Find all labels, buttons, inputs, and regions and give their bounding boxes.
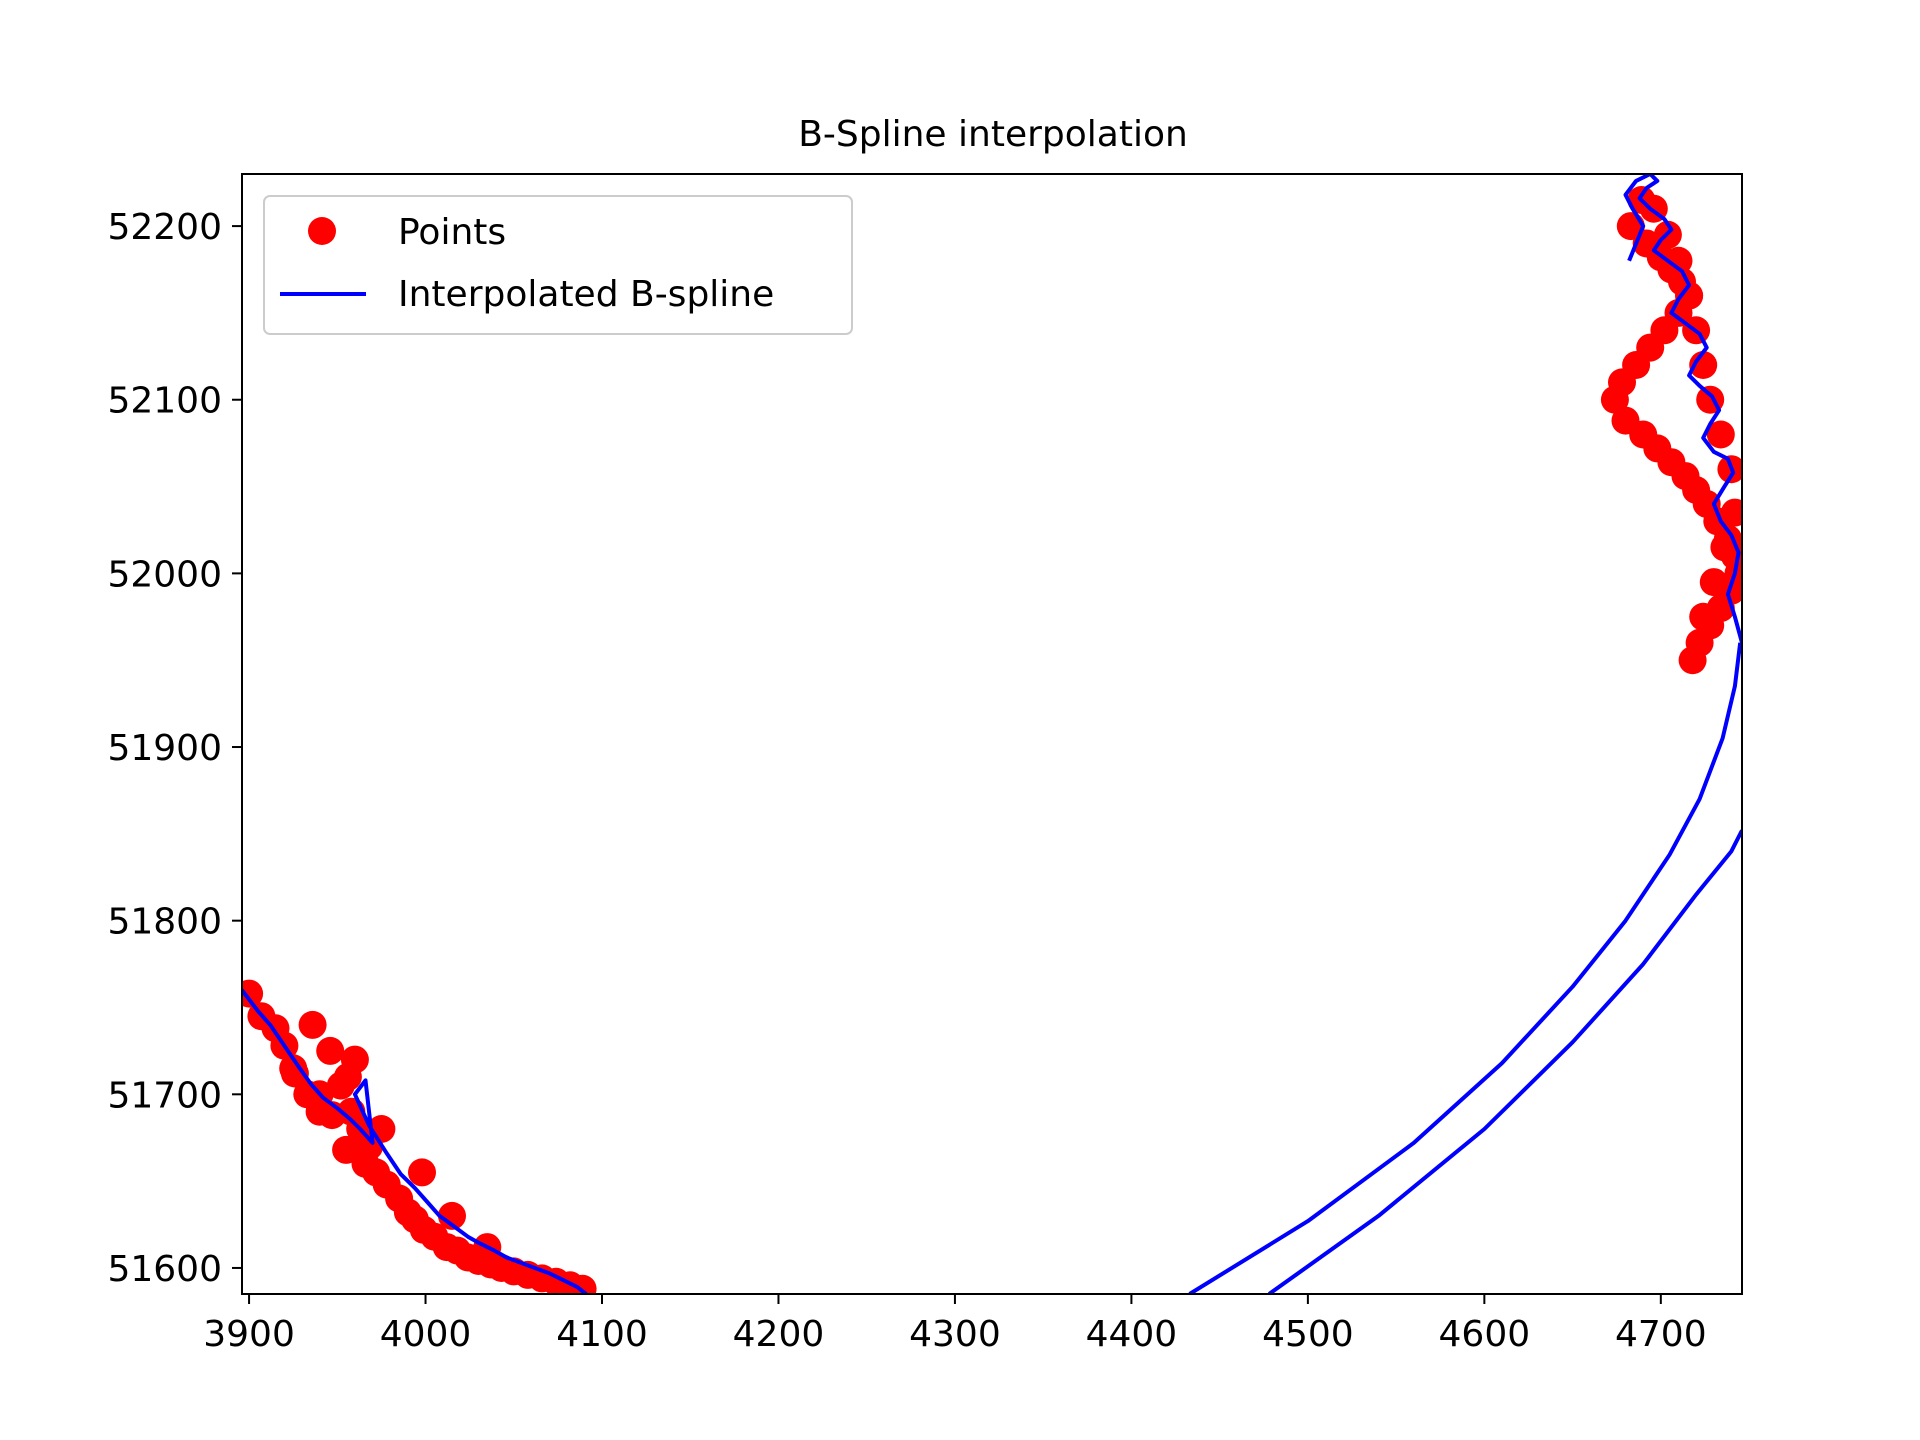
x-tick-label: 4700 [1615, 1314, 1707, 1355]
data-point [408, 1158, 436, 1187]
spline-line-1 [242, 988, 588, 1294]
data-point [1706, 420, 1735, 449]
data-point [1689, 351, 1718, 379]
y-tick-label: 52100 [107, 381, 222, 422]
data-point [332, 1135, 361, 1164]
x-tick-label: 4000 [380, 1314, 472, 1355]
data-point [280, 1059, 309, 1088]
x-tick-label: 4500 [1262, 1314, 1354, 1355]
data-point [1717, 455, 1742, 484]
spline-line-4 [1623, 174, 1742, 644]
y-tick-label: 51900 [107, 728, 222, 769]
legend-label-spline: Interpolated B-spline [398, 274, 774, 315]
legend-box [263, 195, 853, 335]
plot-frame [241, 173, 1743, 1295]
y-tick-label: 51700 [107, 1075, 222, 1116]
data-point [298, 1010, 327, 1039]
data-point [1611, 406, 1640, 435]
data-point [326, 1071, 355, 1100]
y-tick-label: 52200 [107, 207, 222, 248]
spline-line-2 [1188, 642, 1742, 1294]
data-point [242, 979, 264, 1008]
data-point [340, 1045, 369, 1074]
legend-label-points: Points [398, 212, 506, 253]
legend: Points Interpolated B-spline [263, 195, 853, 335]
y-tick-label: 52000 [107, 554, 222, 595]
x-tick-label: 4400 [1086, 1314, 1178, 1355]
plot-content [242, 174, 1742, 1294]
x-axis: 3900 4000 4100 4200 4300 4400 4500 4600 4700 [203, 1294, 1707, 1355]
y-axis: 51600 51700 51800 51900 52000 52100 52200 [107, 207, 242, 1290]
x-tick-label: 4300 [909, 1314, 1001, 1355]
legend-marker-points [308, 217, 336, 245]
data-point [316, 1036, 345, 1065]
x-tick-label: 4200 [733, 1314, 825, 1355]
y-tick-label: 51800 [107, 902, 222, 943]
chart-title: B-Spline interpolation [798, 114, 1188, 155]
spline-line-3 [1267, 829, 1742, 1294]
data-point [438, 1201, 466, 1230]
x-tick-label: 3900 [203, 1314, 295, 1355]
x-tick-label: 4100 [556, 1314, 648, 1355]
x-tick-label: 4600 [1439, 1314, 1531, 1355]
y-tick-label: 51600 [107, 1249, 222, 1290]
